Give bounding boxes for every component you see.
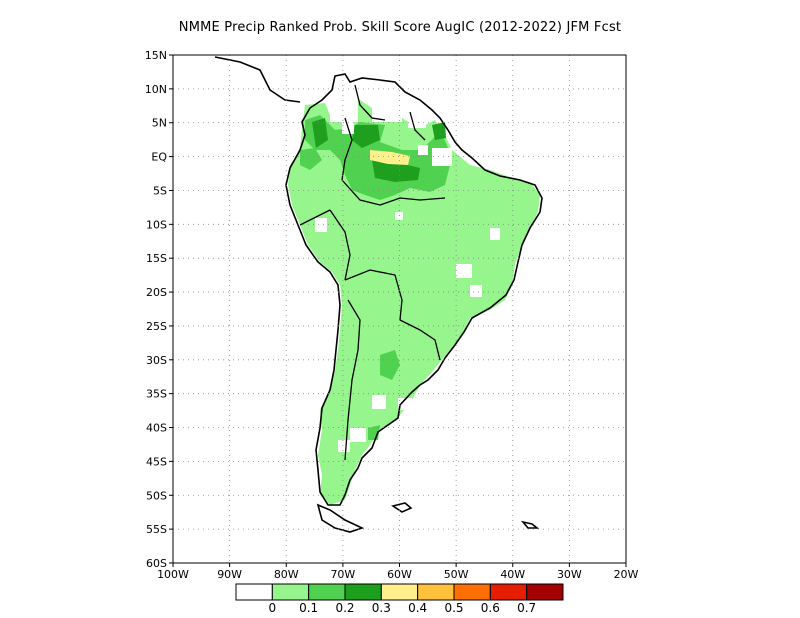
lon-label: 60W <box>387 568 412 581</box>
lat-label: 35S <box>146 388 167 401</box>
lat-label: 45S <box>146 455 167 468</box>
gridlines <box>173 55 626 563</box>
axis-ticks <box>169 54 627 567</box>
lat-label: 15S <box>146 252 167 265</box>
skill-region-mid <box>380 350 400 380</box>
no-skill-areas <box>315 102 500 452</box>
skill-region-high <box>312 118 328 148</box>
colorbar-label: 0.4 <box>408 601 427 615</box>
colorbar-label: 0.2 <box>335 601 354 615</box>
lat-label: EQ <box>151 151 167 164</box>
tierra-del-fuego <box>316 503 365 533</box>
country-borders <box>299 84 446 461</box>
lat-label: 40S <box>146 422 167 435</box>
colorbar-labels: 0 0.1 0.2 0.3 0.4 0.5 0.6 0.7 <box>269 601 537 615</box>
lon-label: 100W <box>157 568 189 581</box>
lat-label: 60S <box>146 557 167 570</box>
lat-label: 20S <box>146 286 167 299</box>
lon-label: 40W <box>500 568 525 581</box>
skill-field <box>288 100 540 505</box>
colorbar-label: 0.1 <box>299 601 318 615</box>
colorbar-swatch <box>344 583 382 601</box>
colorbar-swatch <box>235 583 273 601</box>
lat-label: 55S <box>146 523 167 536</box>
lon-label: 30W <box>557 568 582 581</box>
lat-label: 5S <box>153 184 167 197</box>
lon-label: 90W <box>217 568 242 581</box>
skill-region-high <box>352 125 380 148</box>
colorbar-swatch <box>453 583 491 601</box>
colorbar <box>235 583 564 601</box>
lat-label: 5N <box>152 117 167 130</box>
falkland-islands <box>391 502 413 513</box>
colorbar-swatch <box>380 583 419 601</box>
lat-label: 10S <box>146 218 167 231</box>
lat-label: 25S <box>146 320 167 333</box>
skill-region-mid <box>300 148 322 170</box>
coastlines <box>214 56 543 533</box>
colorbar-swatch <box>526 583 564 601</box>
skill-region-high <box>432 122 446 140</box>
skill-region-low <box>288 100 540 505</box>
colorbar-label: 0.3 <box>372 601 391 615</box>
lat-label: 10N <box>145 83 167 96</box>
lon-label: 70W <box>330 568 355 581</box>
colorbar-swatch <box>489 583 528 601</box>
south-georgia <box>520 520 540 529</box>
lon-label: 50W <box>444 568 469 581</box>
lon-label: 20W <box>614 568 639 581</box>
longitude-labels: 100W 90W 80W 70W 60W 50W 40W 30W 20W <box>157 568 638 581</box>
colorbar-label: 0.6 <box>481 601 500 615</box>
skill-region-high <box>372 160 420 182</box>
lat-label: 30S <box>146 354 167 367</box>
central-america-outline <box>214 56 301 103</box>
lon-label: 80W <box>274 568 299 581</box>
lat-label: 15N <box>145 49 167 62</box>
colorbar-label: 0.7 <box>517 601 536 615</box>
map-title: NMME Precip Ranked Prob. Skill Score Aug… <box>178 20 622 35</box>
colorbar-swatch <box>271 583 310 601</box>
south-america-outline <box>285 73 543 506</box>
latitude-labels: 15N 10N 5N EQ 5S 10S 15S 20S 25S 30S 35S 40S 45S 50S 5… <box>145 49 168 570</box>
colorbar-label: 0.5 <box>444 601 463 615</box>
skill-region-yellow <box>370 150 410 165</box>
colorbar-label: 0 <box>269 601 277 615</box>
lat-label: 50S <box>146 489 167 502</box>
colorbar-swatch <box>417 583 455 601</box>
colorbar-swatch <box>308 583 346 601</box>
